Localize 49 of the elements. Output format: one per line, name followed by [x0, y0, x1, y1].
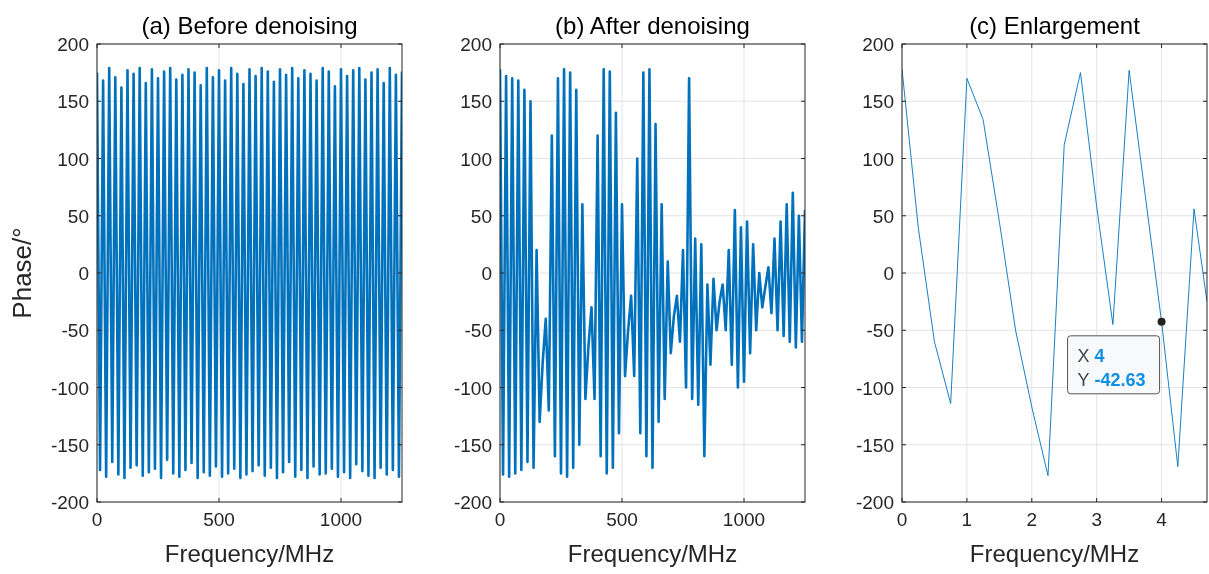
y-tick-label: -50 [866, 320, 894, 342]
y-tick-label: 50 [872, 205, 894, 227]
x-tick-label: 1000 [319, 509, 363, 530]
y-tick-label: 150 [57, 91, 89, 113]
y-tick-label: -100 [50, 377, 89, 399]
y-tick-label: -50 [61, 320, 89, 342]
y-tick-label: 100 [862, 148, 894, 170]
x-tick-label: 2 [1026, 509, 1038, 530]
line-series [500, 67, 805, 479]
x-tick-label: 4 [1156, 509, 1168, 530]
y-tick-label: 200 [862, 34, 894, 55]
x-axis-title: Frequency/MHz [969, 540, 1140, 567]
y-tick-label: -200 [855, 492, 894, 513]
chart-title: (b) After denoising [555, 12, 750, 39]
y-tick-label: -200 [453, 492, 492, 513]
y-tick-label: -50 [464, 320, 492, 342]
y-tick-label: -150 [855, 434, 894, 456]
x-tick-label: 1 [961, 509, 973, 530]
y-tick-label: 50 [67, 205, 89, 227]
y-tick-label: 200 [460, 34, 492, 55]
x-tick-label: 0 [91, 509, 103, 530]
x-axis-title: Frequency/MHz [164, 540, 335, 567]
chart-title: (a) Before denoising [141, 12, 358, 39]
line-series [902, 68, 1207, 477]
chart-title: (c) Enlargement [969, 12, 1141, 39]
y-tick-label: 150 [862, 91, 894, 113]
y-tick-label: 100 [460, 148, 492, 170]
y-tick-label: -100 [855, 377, 894, 399]
y-tick-label: 50 [470, 205, 492, 227]
x-tick-label: 500 [203, 509, 235, 530]
y-tick-label: 100 [57, 148, 89, 170]
y-axis-title: Phase/° [7, 227, 37, 319]
y-tick-label: 200 [57, 34, 89, 55]
x-tick-label: 3 [1091, 509, 1102, 530]
x-tick-label: 0 [494, 509, 506, 530]
annotation: X 4 Y -42.63 [1077, 345, 1146, 390]
x-axis-title: Frequency/MHz [567, 540, 738, 567]
x-tick-label: 500 [606, 509, 638, 530]
y-tick-label: 0 [78, 263, 89, 284]
y-tick-label: -100 [453, 377, 492, 399]
y-tick-label: 0 [883, 263, 894, 284]
y-tick-label: 0 [481, 263, 492, 284]
y-tick-label: -150 [453, 434, 492, 456]
y-tick-label: -150 [50, 434, 89, 456]
x-tick-label: 0 [896, 509, 908, 530]
line-series [97, 66, 402, 480]
y-tick-label: 150 [460, 91, 492, 113]
y-tick-label: -200 [50, 492, 89, 513]
x-tick-label: 1000 [722, 509, 766, 530]
